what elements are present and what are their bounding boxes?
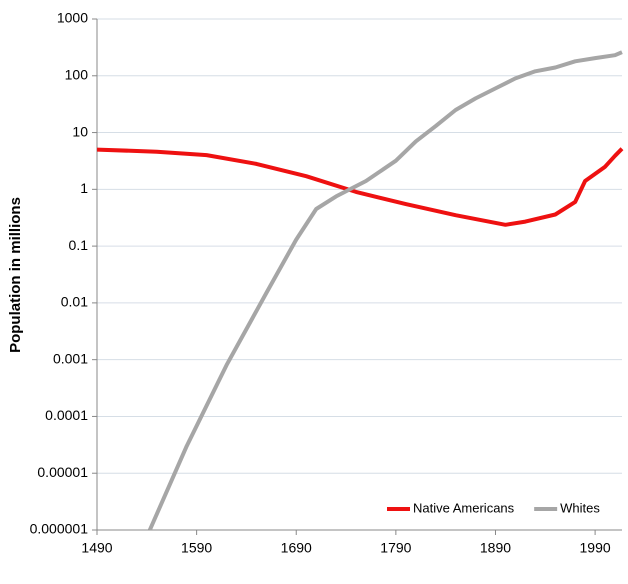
series-line bbox=[147, 50, 623, 530]
x-tick-label: 1690 bbox=[281, 540, 312, 556]
y-tick-label: 0.0001 bbox=[45, 407, 88, 423]
y-tick-label: 0.001 bbox=[53, 350, 88, 366]
y-axis-label: Population in millions bbox=[7, 197, 24, 353]
y-tick-label: 0.00001 bbox=[37, 464, 88, 480]
y-tick-label: 0.1 bbox=[69, 237, 89, 253]
legend: Native Americans Whites bbox=[387, 500, 600, 515]
y-tick-label: 0.000001 bbox=[30, 521, 89, 537]
y-tick-label: 1 bbox=[80, 180, 88, 196]
y-tick-label: 10 bbox=[72, 123, 88, 139]
y-tick-label: 0.01 bbox=[61, 294, 88, 310]
x-tick-label: 1990 bbox=[580, 540, 611, 556]
legend-label: Whites bbox=[560, 500, 600, 515]
x-tick-label: 1890 bbox=[480, 540, 511, 556]
legend-label: Native Americans bbox=[413, 500, 515, 515]
y-tick-label: 100 bbox=[65, 66, 89, 82]
x-tick-label: 1590 bbox=[181, 540, 212, 556]
series-line bbox=[97, 147, 624, 227]
y-tick-label: 1000 bbox=[57, 10, 88, 26]
x-tick-label: 1790 bbox=[380, 540, 411, 556]
x-tick-label: 1490 bbox=[81, 540, 112, 556]
